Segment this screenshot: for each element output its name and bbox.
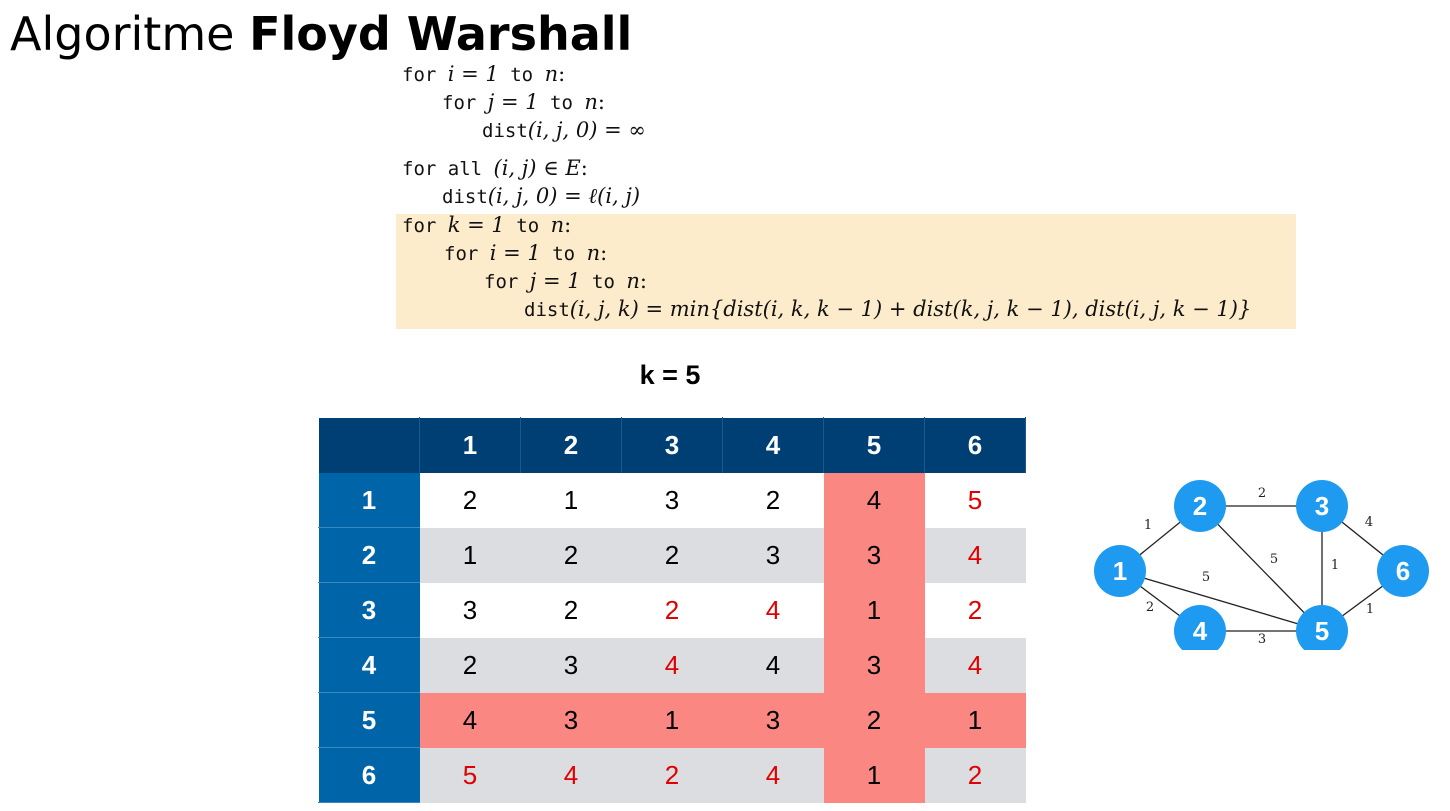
matrix-cell: 3 (520, 692, 622, 748)
matrix-cell: 4 (722, 637, 824, 693)
graph-node-label: 3 (1315, 491, 1329, 521)
k-label: k = 5 (639, 360, 701, 390)
algorithm-line: for j = 1 to n: (484, 269, 647, 293)
row-header: 1 (318, 472, 420, 528)
edge-weight-label: 5 (1270, 552, 1278, 567)
main-loop-highlight (396, 214, 1296, 329)
algorithm-pseudocode: for i = 1 to n: for j = 1 to n: dist(i, j,… (396, 60, 1296, 330)
matrix-cell: 1 (823, 747, 925, 803)
column-header: 5 (823, 417, 925, 473)
matrix-cell: 2 (924, 582, 1026, 638)
matrix-cell: 4 (520, 747, 622, 803)
graph-edge (1199, 505, 1323, 632)
graph-node (1174, 605, 1226, 650)
matrix-cell: 2 (621, 527, 723, 583)
algorithm-line: dist(i, j, k) = min{dist(i, k, k − 1) + … (524, 297, 1252, 321)
matrix-cell: 1 (924, 692, 1026, 748)
edge-weight-label: 5 (1202, 570, 1210, 585)
algorithm-line: for i = 1 to n: (444, 241, 608, 265)
matrix-cell: 2 (621, 582, 723, 638)
matrix-cell: 3 (419, 582, 521, 638)
column-header: 3 (621, 417, 723, 473)
matrix-cell: 2 (520, 527, 622, 583)
matrix-cell: 4 (924, 527, 1026, 583)
matrix-cell: 1 (520, 472, 622, 528)
column-header: 4 (722, 417, 824, 473)
edge-weight-label: 3 (1258, 632, 1266, 647)
column-header: 1 (419, 417, 521, 473)
matrix-cell: 1 (621, 692, 723, 748)
column-header: 2 (520, 417, 622, 473)
matrix-cell: 5 (419, 747, 521, 803)
matrix-cell: 2 (924, 747, 1026, 803)
graph-node (1174, 480, 1226, 532)
edge-weight-label: 4 (1365, 515, 1373, 530)
column-header: 6 (924, 417, 1026, 473)
matrix-cell: 4 (722, 747, 824, 803)
algorithm-line: for k = 1 to n: (402, 213, 572, 237)
matrix-cell: 4 (419, 692, 521, 748)
matrix-cell: 2 (419, 472, 521, 528)
row-header: 6 (318, 747, 420, 803)
matrix-cell: 3 (722, 527, 824, 583)
graph-node-label: 5 (1315, 616, 1329, 646)
edge-weight-label: 1 (1144, 518, 1152, 533)
matrix-cell: 1 (823, 582, 925, 638)
matrix-cell: 4 (924, 637, 1026, 693)
matrix-cell: 1 (419, 527, 521, 583)
matrix-cell: 3 (722, 692, 824, 748)
page-title: Algoritme Floyd Warshall (10, 6, 632, 62)
matrix-cell: 2 (722, 472, 824, 528)
graph-node-label: 4 (1193, 616, 1208, 646)
algorithm-line: dist(i, j, 0) = ∞ (482, 118, 646, 142)
graph-node-label: 2 (1193, 491, 1207, 521)
graph-diagram: 1 2 5 1 4 5 2 3 1 1 2 3 4 5 6 (1094, 480, 1429, 650)
matrix-corner (318, 417, 420, 473)
graph-node-label: 6 (1396, 556, 1410, 586)
matrix-cell: 5 (924, 472, 1026, 528)
graph-node (1296, 605, 1348, 650)
matrix-cell: 3 (823, 527, 925, 583)
edge-weight-label: 1 (1366, 602, 1374, 617)
matrix-cell: 2 (520, 582, 622, 638)
matrix-cell: 4 (621, 637, 723, 693)
matrix-cell: 2 (823, 692, 925, 748)
edge-weight-label: 2 (1146, 600, 1154, 615)
edge-weight-label: 2 (1258, 486, 1266, 501)
row-header: 4 (318, 637, 420, 693)
graph-node (1094, 545, 1146, 597)
row-header: 3 (318, 582, 420, 638)
row-header: 5 (318, 692, 420, 748)
algorithm-line: for all (i, j) ∈ E: (402, 156, 588, 180)
matrix-cell: 3 (823, 637, 925, 693)
matrix-cell: 3 (520, 637, 622, 693)
matrix-cell: 2 (419, 637, 521, 693)
matrix-cell: 3 (621, 472, 723, 528)
algorithm-line: dist(i, j, 0) = ℓ(i, j) (442, 184, 641, 208)
title-prefix: Algoritme (10, 7, 235, 61)
algorithm-line: for i = 1 to n: (402, 62, 566, 86)
matrix-cell: 4 (823, 472, 925, 528)
graph-node-label: 1 (1113, 556, 1127, 586)
graph-node (1377, 545, 1429, 597)
matrix-cell: 2 (621, 747, 723, 803)
row-header: 2 (318, 527, 420, 583)
graph-edge (1119, 570, 1323, 632)
edge-weight-label: 1 (1331, 558, 1339, 573)
graph-node (1296, 480, 1348, 532)
matrix-cell: 4 (722, 582, 824, 638)
title-name: Floyd Warshall (249, 7, 633, 61)
algorithm-line: for j = 1 to n: (442, 90, 605, 114)
